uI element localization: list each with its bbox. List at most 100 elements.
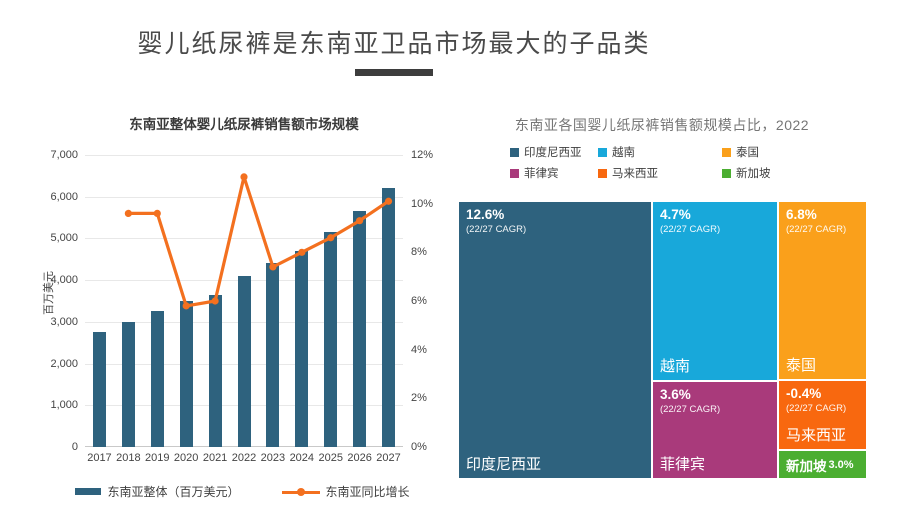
treemap-column-0: 12.6% (22/27 CAGR) 印度尼西亚 — [459, 202, 651, 478]
legend-label: 新加坡 — [736, 168, 771, 180]
line-point — [269, 263, 277, 271]
bar-2018 — [121, 321, 135, 447]
growth-line — [124, 173, 393, 310]
treemap-column-2: 6.8% (22/27 CAGR) 泰国 -0.4% (22/27 CAGR) 马来西亚新… — [778, 202, 866, 478]
legend-item-越南: 越南 — [598, 144, 722, 160]
bar-2024 — [295, 250, 309, 447]
bar-2019 — [150, 311, 164, 447]
secondary-axis-tick: 2% — [411, 392, 427, 405]
legend-label: 菲律宾 — [524, 168, 559, 180]
legend-label: 东南亚整体（百万美元） — [107, 485, 240, 499]
header: 婴儿纸尿裤是东南亚卫品市场最大的子品类 — [0, 24, 843, 76]
title-underline — [355, 69, 433, 76]
legend-swatch — [510, 168, 519, 178]
cell-country: 泰国 — [785, 356, 816, 374]
bar-2017 — [92, 332, 106, 447]
cell-cagr-note: (22/27 CAGR) — [785, 402, 847, 414]
bar-line-chart: 东南亚整体婴儿纸尿裤销售额市场规模 百万美元 0 1,000 2,000 3,000 4… — [40, 105, 445, 510]
x-axis-tick: 2018 — [116, 452, 141, 464]
gridline — [85, 238, 403, 240]
treemap-cell-新加坡: 新加坡 3.0% — [778, 451, 866, 478]
treemap: 12.6% (22/27 CAGR) 印度尼西亚 4.7% (22/27 CAGR) 越南… — [459, 202, 866, 478]
legend-item-印度尼西亚: 印度尼西亚 — [510, 144, 598, 160]
secondary-axis-tick: 12% — [411, 149, 434, 161]
legend-swatch — [598, 147, 607, 157]
treemap-legend: 印度尼西亚 越南 泰国菲律宾 马来西亚 新加坡 — [510, 144, 814, 181]
line-point — [124, 209, 132, 217]
cell-cagr-note: (22/27 CAGR) — [785, 224, 847, 235]
cell-cagr: 3.6% — [659, 386, 691, 402]
secondary-axis-tick: 10% — [411, 197, 434, 210]
line-point — [384, 197, 393, 205]
legend-item-泰国: 泰国 — [722, 144, 814, 160]
y-axis-tick: 2,000 — [50, 357, 78, 370]
legend-item-菲律宾: 菲律宾 — [510, 165, 598, 181]
secondary-axis-tick: 6% — [411, 295, 427, 307]
bar-2020 — [179, 301, 193, 447]
bar-2025 — [324, 232, 338, 447]
line-point — [240, 173, 248, 181]
treemap-cell-马来西亚: -0.4% (22/27 CAGR) 马来西亚 — [778, 380, 866, 450]
legend-swatch — [598, 168, 607, 178]
x-axis-tick: 2017 — [87, 452, 112, 464]
cell-country: 菲律宾 — [659, 456, 705, 473]
treemap-cell-泰国: 6.8% (22/27 CAGR) 泰国 — [778, 202, 866, 379]
legend-item-bar-series: 东南亚整体（百万美元） — [75, 483, 240, 500]
legend-swatch — [510, 147, 519, 157]
treemap-title: 东南亚各国婴儿纸尿裤销售额规模占比，2022 — [514, 117, 810, 133]
cell-cagr: 3.0% — [828, 458, 854, 471]
gridline — [85, 196, 403, 198]
cell-cagr: 6.8% — [785, 207, 817, 222]
bar-2026 — [353, 211, 367, 447]
bar-2021 — [208, 294, 222, 447]
y-axis-tick: 6,000 — [50, 190, 78, 203]
bar-line-chart-title: 东南亚整体婴儿纸尿裤销售额市场规模 — [129, 117, 359, 132]
page-title: 婴儿纸尿裤是东南亚卫品市场最大的子品类 — [137, 29, 651, 58]
line-point — [211, 297, 219, 305]
secondary-axis-tick: 8% — [411, 246, 427, 259]
x-axis-tick: 2021 — [202, 452, 228, 464]
y-axis-tick: 4,000 — [50, 274, 78, 287]
legend-label: 印度尼西亚 — [524, 147, 582, 159]
line-point — [298, 248, 306, 256]
y-axis-tick: 7,000 — [50, 149, 78, 161]
x-axis-tick: 2025 — [318, 452, 343, 464]
treemap-column-1: 4.7% (22/27 CAGR) 越南 3.6% (22/27 CAGR) 菲律宾 — [652, 202, 777, 478]
x-axis-tick: 2024 — [289, 452, 315, 464]
cell-cagr-note: (22/27 CAGR) — [659, 224, 721, 235]
cell-country: 马来西亚 — [785, 427, 846, 445]
x-axis-tick: 2022 — [231, 452, 257, 464]
y-axis-tick: 5,000 — [50, 232, 78, 245]
legend-item-马来西亚: 马来西亚 — [598, 165, 722, 181]
treemap-cell-印度尼西亚: 12.6% (22/27 CAGR) 印度尼西亚 — [459, 202, 651, 478]
treemap-cell-菲律宾: 3.6% (22/27 CAGR) 菲律宾 — [652, 381, 777, 478]
barline-plot: 0 1,000 2,000 3,000 4,000 5,000 6,000 7,000 0% 2%… — [50, 149, 433, 464]
legend-item-line-series: 东南亚同比增长 — [281, 483, 410, 500]
line-point — [153, 209, 161, 217]
cell-cagr: 12.6% — [466, 207, 505, 222]
bar-line-legend: 东南亚整体（百万美元） 东南亚同比增长 — [40, 483, 445, 500]
line-point — [356, 217, 364, 225]
cell-cagr-note: (22/27 CAGR) — [659, 403, 721, 415]
x-axis-tick: 2026 — [347, 452, 372, 464]
cell-cagr: -0.4% — [785, 385, 822, 401]
line-point — [327, 234, 335, 242]
line-swatch — [281, 487, 320, 496]
line-point — [182, 302, 190, 310]
legend-label: 东南亚同比增长 — [325, 485, 410, 499]
legend-item-新加坡: 新加坡 — [722, 165, 814, 181]
secondary-axis-tick: 0% — [411, 441, 427, 453]
cell-cagr: 4.7% — [659, 207, 691, 222]
secondary-axis-tick: 4% — [411, 343, 427, 356]
bar-2027 — [382, 188, 396, 447]
x-axis-tick: 2019 — [145, 452, 170, 464]
cell-country: 越南 — [659, 357, 690, 375]
x-axis-tick: 2020 — [173, 452, 199, 464]
cell-cagr-note: (22/27 CAGR) — [466, 224, 527, 235]
treemap-cell-越南: 4.7% (22/27 CAGR) 越南 — [652, 202, 777, 380]
bar-2023 — [266, 263, 280, 447]
y-axis-tick: 1,000 — [50, 399, 78, 412]
y-axis-tick: 3,000 — [50, 315, 78, 328]
legend-label: 马来西亚 — [612, 168, 658, 180]
